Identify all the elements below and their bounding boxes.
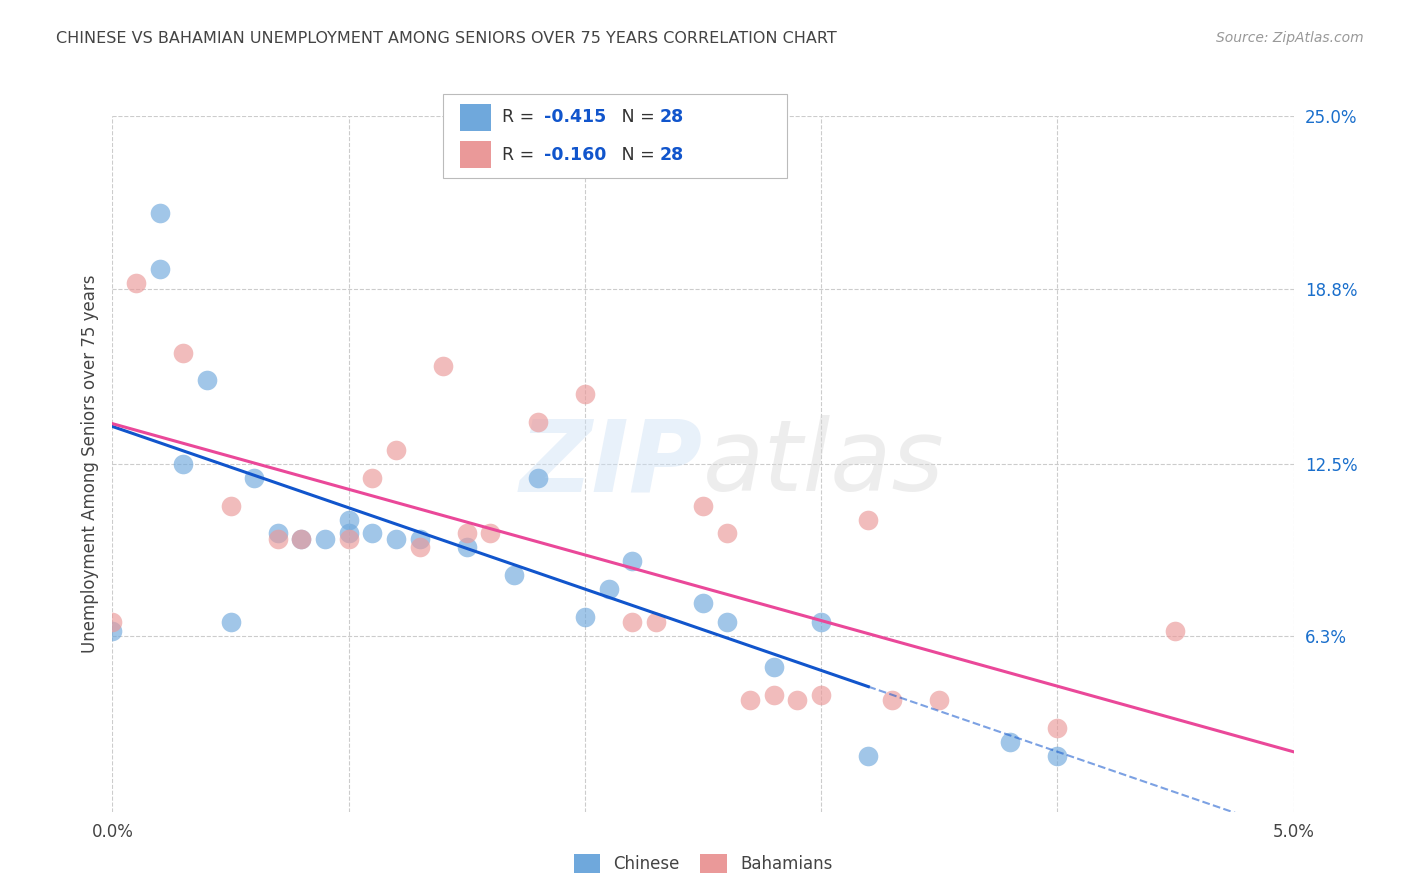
Point	[408, 541, 430, 555]
Y-axis label: Unemployment Among Seniors over 75 years: Unemployment Among Seniors over 75 years	[80, 275, 98, 653]
Point	[290, 532, 312, 546]
Point	[290, 532, 312, 546]
Text: Source: ZipAtlas.com: Source: ZipAtlas.com	[1216, 31, 1364, 45]
Point	[740, 693, 762, 707]
Point	[337, 512, 360, 526]
Point	[786, 693, 808, 707]
Point	[928, 693, 950, 707]
Point	[172, 345, 194, 359]
Point	[195, 373, 218, 387]
Text: R =: R =	[502, 109, 540, 127]
Point	[762, 660, 785, 674]
Point	[456, 526, 478, 541]
Point	[101, 624, 124, 638]
Point	[810, 615, 832, 630]
Text: -0.415: -0.415	[544, 109, 606, 127]
Point	[149, 206, 172, 220]
Text: N =: N =	[605, 145, 659, 163]
Point	[858, 512, 880, 526]
Text: ZIP: ZIP	[520, 416, 703, 512]
Point	[243, 471, 266, 485]
Text: CHINESE VS BAHAMIAN UNEMPLOYMENT AMONG SENIORS OVER 75 YEARS CORRELATION CHART: CHINESE VS BAHAMIAN UNEMPLOYMENT AMONG S…	[56, 31, 837, 46]
Point	[149, 262, 172, 277]
Point	[267, 532, 290, 546]
Point	[1046, 749, 1069, 764]
Point	[716, 526, 738, 541]
Point	[361, 526, 384, 541]
Point	[456, 541, 478, 555]
Point	[337, 532, 360, 546]
Point	[337, 526, 360, 541]
Point	[125, 276, 148, 290]
Point	[408, 532, 430, 546]
Point	[526, 471, 548, 485]
Point	[219, 499, 242, 513]
Point	[858, 749, 880, 764]
Text: atlas: atlas	[703, 416, 945, 512]
Point	[101, 615, 124, 630]
Point	[432, 359, 454, 374]
Point	[880, 693, 903, 707]
Point	[526, 415, 548, 429]
Point	[716, 615, 738, 630]
Text: R =: R =	[502, 145, 540, 163]
Point	[267, 526, 290, 541]
Text: -0.160: -0.160	[544, 145, 606, 163]
Point	[574, 387, 596, 401]
Point	[621, 615, 644, 630]
Point	[692, 596, 714, 610]
Legend: Chinese, Bahamians: Chinese, Bahamians	[567, 847, 839, 880]
Point	[503, 568, 526, 582]
Point	[1046, 721, 1069, 735]
Text: N =: N =	[605, 109, 659, 127]
Point	[385, 532, 408, 546]
Point	[762, 688, 785, 702]
Point	[621, 554, 644, 568]
Point	[172, 457, 194, 471]
Point	[598, 582, 620, 596]
Text: 28: 28	[659, 145, 683, 163]
Point	[314, 532, 336, 546]
Point	[361, 471, 384, 485]
Point	[692, 499, 714, 513]
Point	[1164, 624, 1187, 638]
Text: 28: 28	[659, 109, 683, 127]
Point	[479, 526, 502, 541]
Point	[810, 688, 832, 702]
Point	[574, 610, 596, 624]
Point	[385, 442, 408, 457]
Point	[219, 615, 242, 630]
Point	[998, 735, 1021, 749]
Point	[644, 615, 666, 630]
